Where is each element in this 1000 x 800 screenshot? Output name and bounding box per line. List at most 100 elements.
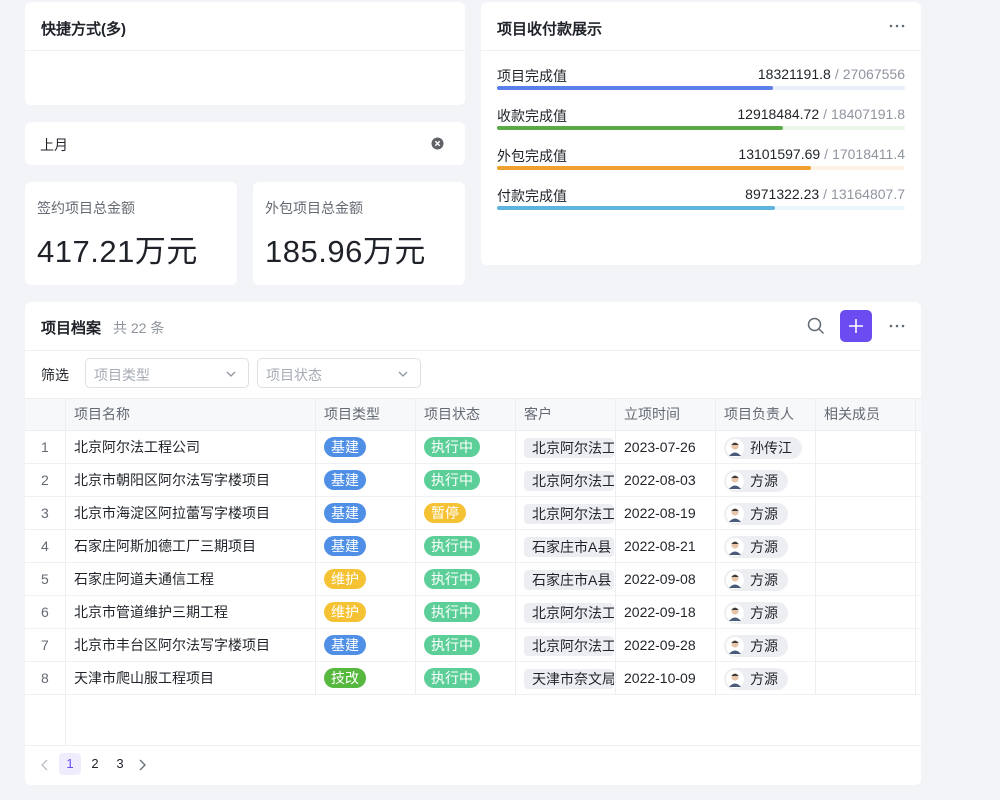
- owner-chip: 方源: [724, 635, 788, 658]
- column-divider: [715, 398, 716, 695]
- owner-cell: 方源: [715, 662, 815, 695]
- row-divider: [25, 595, 921, 596]
- progress-total: 27067556: [842, 66, 905, 82]
- client-chip: 石家庄市A县: [524, 570, 614, 591]
- row-number: 4: [41, 538, 49, 554]
- column-divider: [815, 398, 816, 695]
- page-number[interactable]: 2: [91, 756, 99, 771]
- date: 2022-08-03: [624, 472, 696, 488]
- progress-label: 外包完成值: [497, 148, 567, 164]
- add-button[interactable]: [840, 310, 872, 342]
- progress-label: 付款完成值: [497, 188, 567, 204]
- owner-name: 方源: [750, 472, 778, 489]
- status-cell: 执行中: [415, 530, 515, 563]
- stat-card: 签约项目总金额 417.21万元: [25, 182, 237, 285]
- owner-name: 孙传江: [750, 439, 792, 456]
- avatar: [726, 505, 744, 524]
- filter-label: 筛选: [41, 367, 69, 383]
- owner-chip: 方源: [724, 470, 788, 493]
- stat-value: 185.96万元: [265, 234, 426, 269]
- project-name: 北京市管道维护三期工程: [74, 604, 228, 620]
- date: 2022-09-18: [624, 604, 696, 620]
- column-divider: [915, 398, 916, 695]
- column-divider: [515, 398, 516, 695]
- type-cell: 基建: [315, 431, 415, 464]
- type-tag: 技改: [324, 668, 366, 688]
- date: 2022-08-21: [624, 538, 696, 554]
- clear-icon[interactable]: [431, 137, 444, 150]
- column-divider: [615, 398, 616, 695]
- row-divider: [25, 562, 921, 563]
- next-page[interactable]: [138, 759, 146, 771]
- status-cell: 暂停: [415, 497, 515, 530]
- progress-separator: /: [824, 146, 829, 162]
- filter-select[interactable]: 项目状态: [257, 358, 421, 388]
- owner-cell: 方源: [715, 464, 815, 497]
- owner-name: 方源: [750, 637, 778, 654]
- client-chip: 北京阿尔法工: [524, 438, 614, 459]
- owner-name: 方源: [750, 571, 778, 588]
- progress-total: 13164807.7: [831, 186, 905, 202]
- row-number: 6: [41, 604, 49, 620]
- progress-separator: /: [834, 66, 839, 82]
- owner-cell: 方源: [715, 497, 815, 530]
- project-name: 石家庄阿道夫通信工程: [74, 571, 214, 587]
- more-icon[interactable]: [889, 24, 905, 28]
- card-title: 项目收付款展示: [497, 21, 603, 38]
- card-title: 快捷方式(多): [41, 21, 126, 38]
- progress-separator: /: [823, 186, 828, 202]
- stat-value: 417.21万元: [37, 234, 198, 269]
- column-header: 相关成员: [824, 406, 880, 422]
- progress-card: 项目收付款展示 项目完成值 18321191.8/27067556 收款完成值 129…: [481, 2, 921, 265]
- filter-select[interactable]: 项目类型: [85, 358, 249, 388]
- period-select[interactable]: 上月: [25, 122, 465, 165]
- owner-name: 方源: [750, 670, 778, 687]
- progress-numbers: 8971322.23/13164807.7: [745, 186, 905, 202]
- date: 2022-08-19: [624, 505, 696, 521]
- avatar: [726, 604, 744, 623]
- client-chip: 天津市奈文局: [524, 669, 614, 690]
- progress-value: 8971322.23: [745, 186, 820, 202]
- progress-bar: [497, 126, 784, 130]
- chevron: [226, 371, 236, 377]
- client-cell: 北京阿尔法工: [515, 497, 615, 530]
- type-cell: 维护: [315, 563, 415, 596]
- column-header: 立项时间: [624, 406, 680, 422]
- client-chip: 北京阿尔法工: [524, 471, 614, 492]
- date: 2022-09-08: [624, 571, 696, 587]
- progress-value: 13101597.69: [738, 146, 821, 162]
- progress-total: 18407191.8: [831, 106, 905, 122]
- table-title: 项目档案: [41, 320, 102, 337]
- page-number[interactable]: 1: [59, 753, 81, 775]
- status-cell: 执行中: [415, 464, 515, 497]
- status-tag: 执行中: [424, 470, 480, 490]
- row-divider: [25, 628, 921, 629]
- column-divider: [315, 398, 316, 695]
- more-icon[interactable]: [889, 324, 905, 328]
- date: 2022-10-09: [624, 670, 696, 686]
- type-tag: 基建: [324, 536, 366, 556]
- stat-label: 外包项目总金额: [265, 200, 363, 216]
- client-cell: 北京阿尔法工: [515, 431, 615, 464]
- type-cell: 基建: [315, 530, 415, 563]
- avatar: [726, 538, 744, 557]
- owner-chip: 方源: [724, 602, 788, 625]
- avatar: [726, 472, 744, 491]
- type-cell: 基建: [315, 464, 415, 497]
- progress-numbers: 18321191.8/27067556: [758, 66, 905, 82]
- owner-name: 方源: [750, 604, 778, 621]
- client-cell: 北京阿尔法工: [515, 629, 615, 662]
- row-divider: [25, 463, 921, 464]
- table-header-bg: [25, 398, 921, 431]
- row-number: 5: [41, 571, 49, 587]
- project-name: 石家庄阿斯加德工厂三期项目: [74, 538, 256, 554]
- prev-page[interactable]: [41, 759, 49, 771]
- divider: [25, 350, 921, 351]
- progress-track: [497, 166, 905, 170]
- page-number[interactable]: 3: [116, 756, 124, 771]
- client-cell: 天津市奈文局: [515, 662, 615, 695]
- stat-card: 外包项目总金额 185.96万元: [253, 182, 465, 285]
- search-icon[interactable]: [807, 317, 825, 335]
- row-number: 7: [41, 637, 49, 653]
- owner-chip: 方源: [724, 503, 788, 526]
